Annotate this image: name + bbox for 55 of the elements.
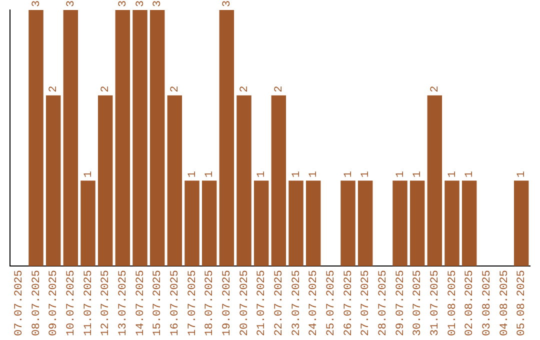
x-tick-label: 15.07.2025 [152, 270, 164, 336]
x-tick-label: 01.08.2025 [446, 270, 459, 336]
x-tick-label: 13.07.2025 [118, 270, 130, 336]
x-tick-label: 30.07.2025 [412, 270, 424, 336]
x-tick-label: 02.08.2025 [464, 270, 476, 336]
data-label: 1 [308, 170, 320, 178]
data-label: 2 [238, 86, 251, 92]
data-label: 1 [290, 170, 303, 178]
x-tick-label: 05.08.2025 [516, 270, 528, 336]
x-tick-label: 22.07.2025 [274, 270, 286, 336]
data-label: 1 [342, 170, 355, 178]
x-tick-label: 12.07.2025 [100, 270, 112, 336]
x-tick-label: 08.07.2025 [30, 270, 43, 336]
data-label: 1 [256, 170, 268, 178]
x-tick-label: 29.07.2025 [394, 270, 407, 336]
data-label: 3 [118, 0, 130, 7]
data-label: 2 [48, 86, 60, 92]
data-label: 3 [134, 0, 147, 7]
x-tick-label: 16.07.2025 [170, 270, 182, 336]
data-label: 1 [82, 170, 95, 178]
x-tick-label: 10.07.2025 [66, 270, 78, 336]
data-label: 2 [170, 86, 182, 92]
data-label: 1 [186, 170, 199, 178]
x-tick-label: 27.07.2025 [360, 270, 372, 336]
x-tick-label: 07.07.2025 [14, 270, 26, 336]
x-tick-label: 04.08.2025 [498, 270, 511, 336]
x-tick-label: 24.07.2025 [308, 270, 320, 336]
data-label: 1 [464, 170, 476, 178]
x-tick-label: 17.07.2025 [186, 270, 199, 336]
data-label: 3 [66, 0, 78, 7]
data-label: 3 [222, 0, 234, 7]
x-tick-label: 09.07.2025 [48, 270, 60, 336]
x-tick-label: 19.07.2025 [222, 270, 234, 336]
x-tick-label: 03.08.2025 [482, 270, 494, 336]
data-label: 2 [430, 86, 442, 92]
x-tick-label: 20.07.2025 [238, 270, 251, 336]
x-tick-label: 11.07.2025 [82, 270, 95, 336]
data-label: 2 [274, 86, 286, 92]
x-tick-label: 14.07.2025 [134, 270, 147, 336]
data-label: 1 [446, 170, 459, 178]
data-label: 1 [204, 170, 216, 178]
data-label: 1 [516, 170, 528, 178]
data-label: 3 [152, 0, 164, 7]
data-label: 3 [30, 0, 43, 7]
data-label: 1 [360, 170, 372, 178]
x-tick-label: 25.07.2025 [326, 270, 338, 336]
x-tick-label: 31.07.2025 [430, 270, 442, 336]
data-label: 1 [394, 170, 407, 178]
x-tick-label: 26.07.2025 [342, 270, 355, 336]
x-tick-label: 21.07.2025 [256, 270, 268, 336]
x-tick-label: 18.07.2025 [204, 270, 216, 336]
x-tick-label: 28.07.2025 [378, 270, 390, 336]
x-tick-label: 23.07.2025 [290, 270, 303, 336]
data-label: 1 [412, 170, 424, 178]
data-label: 2 [100, 86, 112, 92]
